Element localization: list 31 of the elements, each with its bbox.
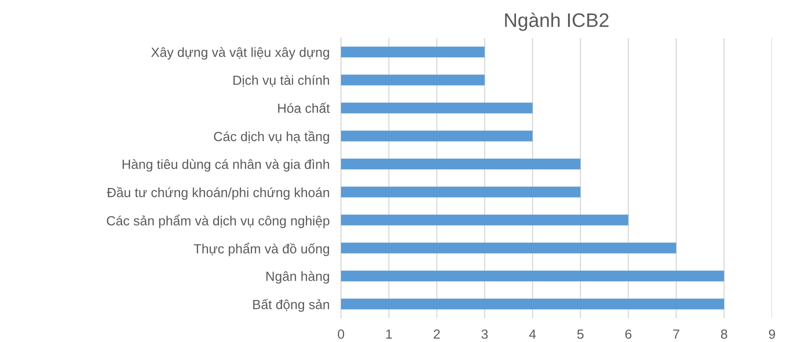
bar [341, 298, 724, 310]
y-tick-label: Thực phẩm và đồ uống [194, 242, 330, 256]
x-tick-label: 6 [625, 329, 632, 339]
bar [341, 214, 628, 226]
x-tick-label: 2 [434, 329, 440, 339]
y-tick-label: Hàng tiêu dùng cá nhân và gia đình [122, 159, 330, 172]
y-tick-label: Hóa chất [278, 102, 330, 113]
y-tick-label: Ngân hàng [266, 271, 330, 284]
x-tick-label: 7 [673, 330, 680, 339]
y-tick-label: Đầu tư chứng khoán/phi chứng khoán [106, 186, 330, 200]
bar [341, 270, 724, 282]
x-tick-label: 9 [768, 329, 776, 339]
y-tick-label: Các dịch vụ hạ tầng [214, 130, 330, 144]
bar [341, 242, 676, 254]
x-tick-label: 8 [721, 329, 728, 339]
bar [341, 158, 580, 170]
y-tick-label: Xây dựng và vật liệu xây dựng [151, 47, 330, 60]
bar [341, 186, 580, 198]
chart-title: Ngành ICB2 [505, 12, 608, 31]
bar [341, 130, 533, 142]
y-tick-label: Các sản phẩm và dịch vụ công nghiệp [106, 214, 330, 228]
y-tick-label: Bất động sản [253, 298, 330, 312]
x-tick-label: 5 [577, 330, 584, 339]
bar [341, 74, 485, 86]
x-tick-label: 3 [482, 329, 488, 339]
y-tick-label: Dịch vụ tài chính [233, 75, 330, 87]
x-tick-label: 0 [338, 329, 344, 339]
bar [341, 46, 485, 58]
x-tick-label: 4 [529, 330, 536, 339]
x-tick-label: 1 [386, 330, 392, 339]
bar [341, 102, 533, 114]
